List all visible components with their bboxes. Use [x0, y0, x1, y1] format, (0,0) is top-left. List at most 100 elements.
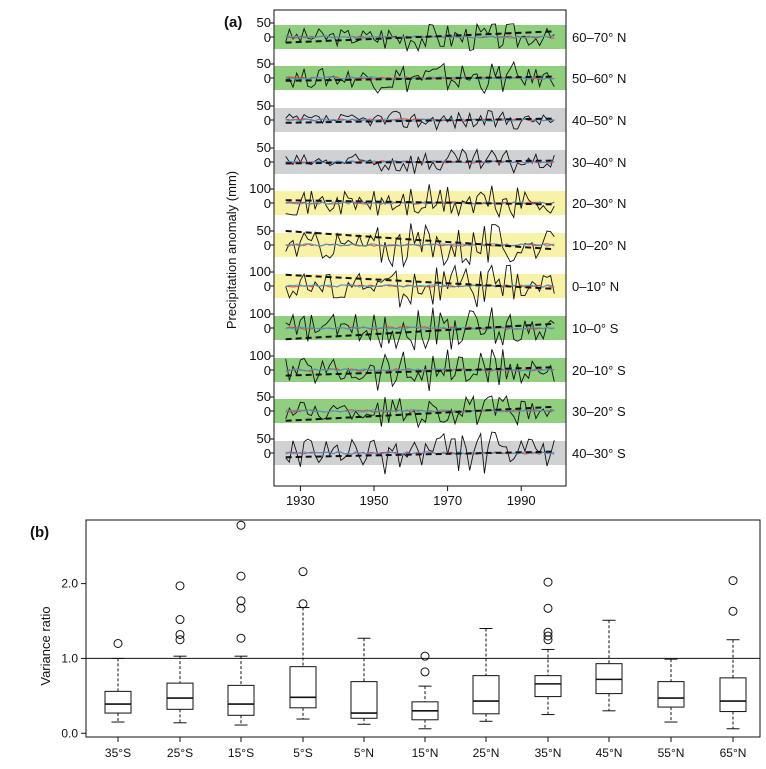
- y-tick-label: 1.0: [61, 651, 78, 665]
- tick-label: 50: [257, 389, 271, 404]
- model-line: [285, 326, 555, 330]
- outlier-point: [420, 651, 430, 661]
- observed-line: [285, 264, 555, 308]
- tick-label: 0: [264, 279, 271, 294]
- tick-label: 50: [257, 223, 271, 238]
- tick-label: 0: [264, 113, 271, 128]
- series-label: 30–20° S: [572, 404, 626, 419]
- tick-label: 100: [249, 348, 271, 363]
- outlier-point: [175, 615, 185, 625]
- tick-label: 0: [264, 155, 271, 170]
- boxplot-frame: 0.0 1.0 2.0 35°S 25°S 15°S 5°S 5°N 15°N 25°N 35°N 4…: [61, 519, 761, 760]
- series-label: 20–30° N: [572, 196, 626, 211]
- outlier-point: [543, 603, 553, 613]
- tick-label: 0: [264, 446, 271, 461]
- boxplot-boxes: [104, 520, 747, 730]
- outlier-point: [236, 596, 246, 606]
- tick-label: 0: [264, 321, 271, 336]
- panel-b-ylabel: Variance ratio: [38, 606, 53, 685]
- series-label: 30–40° N: [572, 155, 626, 170]
- box: [534, 675, 562, 698]
- observed-line: [285, 184, 555, 219]
- x-tick-label: 25°N: [473, 746, 500, 760]
- outlier-point: [175, 581, 185, 591]
- outlier-point: [543, 627, 553, 637]
- x-tick-label: 5°S: [293, 746, 312, 760]
- x-tick-label: 65°N: [720, 746, 747, 760]
- y-tick-label: 2.0: [61, 577, 78, 591]
- tick-label: 0: [264, 238, 271, 253]
- trend-line: [285, 450, 555, 459]
- outlier-point: [236, 520, 246, 530]
- observed-line: [285, 349, 555, 391]
- panel-a-ylabel: Precipitation anomaly (mm): [224, 171, 239, 329]
- tick-label: 100: [249, 264, 271, 279]
- x-tick-label: 1990: [507, 493, 536, 508]
- x-tick-label: 55°N: [658, 746, 685, 760]
- tick-label: 100: [249, 306, 271, 321]
- observed-line: [285, 223, 555, 268]
- tick-label: 50: [257, 98, 271, 113]
- series-label: 60–70° N: [572, 30, 626, 45]
- outlier-point: [175, 635, 185, 645]
- trend-line: [285, 75, 555, 82]
- outlier-point: [236, 633, 246, 643]
- trend-line: [285, 30, 555, 44]
- tick-label: 100: [249, 181, 271, 196]
- tick-label: 50: [257, 15, 271, 30]
- plot-frame: 1930 1950 1970 1990: [270, 9, 567, 508]
- series-lines: [285, 22, 555, 475]
- outlier-point: [420, 667, 430, 677]
- box: [472, 675, 500, 715]
- tick-label: 50: [257, 56, 271, 71]
- panel-b-label: (b): [30, 524, 50, 541]
- y-tick-label: 0.0: [61, 726, 78, 740]
- trend-line: [285, 199, 555, 206]
- outlier-point: [236, 603, 246, 613]
- series-label: 10–0° S: [572, 321, 619, 336]
- outlier-point: [728, 576, 738, 586]
- trend-line: [285, 273, 555, 290]
- box: [719, 677, 747, 713]
- series-label: 0–10° N: [572, 279, 619, 294]
- outlier-point: [175, 629, 185, 639]
- tick-label: 0: [264, 30, 271, 45]
- trend-line: [285, 322, 555, 341]
- series-label: 50–60° N: [572, 71, 626, 86]
- tick-label: 0: [264, 363, 271, 378]
- trend-line: [285, 117, 555, 124]
- outlier-point: [113, 638, 123, 648]
- x-tick-label: 1970: [433, 493, 462, 508]
- x-tick-label: 1950: [360, 493, 389, 508]
- panel-a-label: (a): [224, 14, 243, 31]
- model-line: [285, 409, 555, 413]
- frame: [85, 519, 761, 738]
- box: [104, 690, 132, 714]
- outlier-point: [543, 631, 553, 641]
- x-tick-label: 5°N: [354, 746, 374, 760]
- observed-line: [285, 22, 555, 53]
- series-label: 20–10° S: [572, 363, 626, 378]
- frame: [273, 9, 567, 487]
- x-tick-label: 45°N: [596, 746, 623, 760]
- outlier-point: [728, 606, 738, 616]
- x-tick-label: 15°S: [228, 746, 254, 760]
- box: [350, 681, 378, 719]
- observed-line: [285, 431, 555, 475]
- x-tick-label: 15°N: [412, 746, 439, 760]
- tick-label: 0: [264, 196, 271, 211]
- tick-label: 0: [264, 404, 271, 419]
- observed-line: [285, 307, 555, 351]
- x-tick-label: 35°S: [105, 746, 131, 760]
- tick-label: 50: [257, 140, 271, 155]
- tick-label: 50: [257, 431, 271, 446]
- outlier-point: [543, 577, 553, 587]
- box: [657, 681, 685, 708]
- tick-label: 0: [264, 71, 271, 86]
- outlier-point: [298, 599, 308, 609]
- box: [289, 666, 317, 709]
- trend-line: [285, 159, 555, 165]
